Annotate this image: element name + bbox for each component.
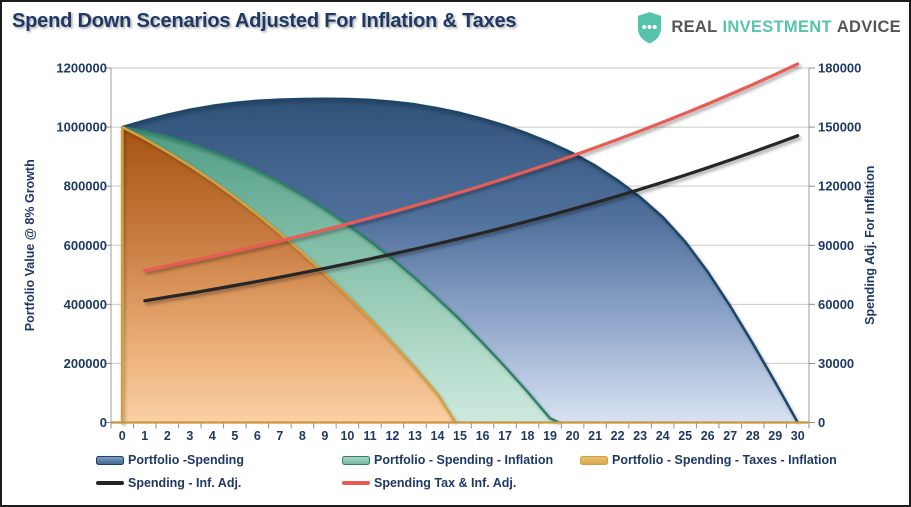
legend-item-portfolio-spending-taxes-inflation: Portfolio - Spending - Taxes - Inflation xyxy=(580,453,837,467)
area-border-0 xyxy=(121,97,799,424)
legend-swatch-red-line xyxy=(342,481,370,485)
legend-swatch-blue-area xyxy=(96,455,124,465)
right-axis-tick-label: 120000 xyxy=(818,179,861,194)
x-axis-tick-label: 11 xyxy=(363,429,376,443)
area-border-2 xyxy=(121,125,457,424)
legend-item-spending-inf-adj: Spending - Inf. Adj. xyxy=(96,476,241,490)
logo-word-real: REAL xyxy=(671,18,718,36)
legend-label: Portfolio - Spending - Inflation xyxy=(374,453,554,467)
legend-item-spending-tax-inf-adj: Spending Tax & Inf. Adj. xyxy=(342,476,516,490)
area-border-1 xyxy=(121,125,560,424)
logo-word-investment: INVESTMENT xyxy=(722,18,832,36)
chart-plot: 0200000400000600000800000100000012000000… xyxy=(23,61,877,444)
x-axis-tick-label: 10 xyxy=(340,429,354,443)
legend-item-portfolio-spending: Portfolio -Spending xyxy=(96,453,244,467)
legend-label: Portfolio -Spending xyxy=(128,453,244,467)
right-axis-tick-label: 180000 xyxy=(818,61,861,76)
left-axis-tick-label: 400000 xyxy=(64,297,107,312)
x-axis-tick-label: 22 xyxy=(611,429,625,443)
left-axis-tick-label: 0 xyxy=(100,415,107,430)
x-axis-tick-label: 15 xyxy=(453,429,467,443)
left-axis-tick-label: 1000000 xyxy=(56,120,107,135)
line-series-3 xyxy=(143,134,800,303)
x-axis-tick-label: 25 xyxy=(678,429,692,443)
right-axis-tick-label: 90000 xyxy=(818,238,854,253)
right-axis-tick-label: 150000 xyxy=(818,120,861,135)
left-axis-tick-label: 1200000 xyxy=(56,61,107,76)
brand-logo: REAL INVESTMENT ADVICE xyxy=(636,11,901,44)
left-axis-title: Portfolio Value @ 8% Growth xyxy=(23,159,37,331)
legend-label: Portfolio - Spending - Taxes - Inflation xyxy=(612,453,837,467)
legend-swatch-orange-area xyxy=(580,455,608,465)
x-axis-tick-label: 0 xyxy=(119,429,126,443)
line-series-4 xyxy=(143,62,800,272)
right-axis-tick-label: 0 xyxy=(818,415,825,430)
x-axis-tick-label: 12 xyxy=(385,429,399,443)
right-axis-title: Spending Adj. For Inflation xyxy=(863,166,877,325)
x-axis-tick-label: 1 xyxy=(141,429,148,443)
x-axis-tick-label: 23 xyxy=(633,429,647,443)
x-axis-tick-label: 7 xyxy=(276,429,283,443)
shield-icon xyxy=(638,12,662,44)
legend-item-portfolio-spending-inflation: Portfolio - Spending - Inflation xyxy=(342,453,553,467)
chart-title: Spend Down Scenarios Adjusted For Inflat… xyxy=(12,10,517,32)
x-axis-tick-label: 19 xyxy=(543,429,557,443)
x-axis-tick-label: 27 xyxy=(723,429,737,443)
legend-swatch-green-area xyxy=(342,455,370,465)
left-axis-tick-label: 600000 xyxy=(64,238,107,253)
left-axis-tick-label: 200000 xyxy=(64,356,107,371)
x-axis-tick-label: 14 xyxy=(431,429,445,443)
right-axis-tick-label: 60000 xyxy=(818,297,854,312)
x-axis-tick-label: 5 xyxy=(231,429,238,443)
x-axis-tick-label: 21 xyxy=(588,429,602,443)
x-axis-tick-label: 28 xyxy=(746,429,760,443)
right-axis-tick-label: 30000 xyxy=(818,356,854,371)
legend-label: Spending Tax & Inf. Adj. xyxy=(374,476,517,490)
x-axis-tick-label: 29 xyxy=(768,429,782,443)
legend-swatch-black-line xyxy=(96,481,124,485)
left-axis-tick-label: 800000 xyxy=(64,179,107,194)
x-axis-tick-label: 13 xyxy=(408,429,422,443)
x-axis-tick-label: 6 xyxy=(254,429,261,443)
legend-label: Spending - Inf. Adj. xyxy=(128,476,242,490)
x-axis-tick-label: 4 xyxy=(209,429,216,443)
x-axis-tick-label: 20 xyxy=(566,429,580,443)
x-axis-tick-label: 8 xyxy=(299,429,306,443)
x-axis-tick-label: 18 xyxy=(521,429,535,443)
x-axis-tick-label: 26 xyxy=(701,429,715,443)
x-axis-tick-label: 2 xyxy=(164,429,171,443)
x-axis-tick-label: 3 xyxy=(186,429,193,443)
x-axis-tick-label: 17 xyxy=(498,429,512,443)
x-axis-tick-label: 30 xyxy=(791,429,805,443)
x-axis-tick-label: 16 xyxy=(476,429,490,443)
x-axis-tick-label: 24 xyxy=(656,429,670,443)
logo-word-advice: ADVICE xyxy=(836,18,901,36)
x-axis-tick-label: 9 xyxy=(321,429,328,443)
